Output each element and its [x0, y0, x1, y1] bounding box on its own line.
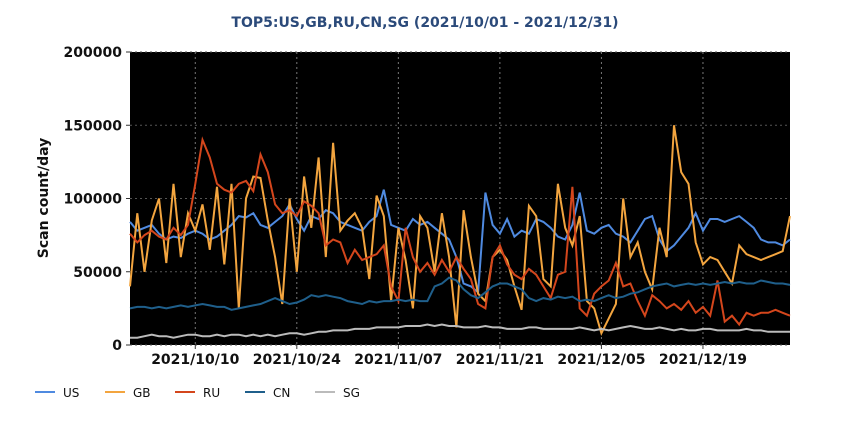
series-line: [129, 125, 791, 337]
x-tick-label: 2021/11/21: [456, 352, 544, 368]
series-line: [129, 276, 791, 311]
x-tick-label: 2021/10/10: [151, 352, 239, 368]
legend-label: SG: [343, 386, 360, 400]
y-tick-label: 150000: [64, 118, 123, 134]
legend-label: GB: [133, 386, 151, 400]
x-tick-label: 2021/12/05: [557, 352, 645, 368]
series-line: [130, 323, 790, 339]
x-tick-label: 2021/10/24: [253, 352, 341, 368]
y-tick-label: 0: [112, 338, 122, 354]
chart-title: TOP5:US,GB,RU,CN,SG (2021/10/01 - 2021/1…: [231, 15, 618, 31]
y-tick-label: 100000: [64, 192, 123, 208]
legend-label: RU: [203, 386, 220, 400]
y-axis-label: Scan count/day: [36, 138, 52, 259]
y-tick-label: 50000: [73, 265, 122, 281]
legend-label: CN: [273, 386, 290, 400]
x-tick-label: 2021/11/07: [354, 352, 442, 368]
x-tick-label: 2021/12/19: [659, 352, 747, 368]
series-line: [129, 136, 791, 327]
y-tick-label: 200000: [64, 45, 123, 61]
legend-label: US: [63, 386, 79, 400]
